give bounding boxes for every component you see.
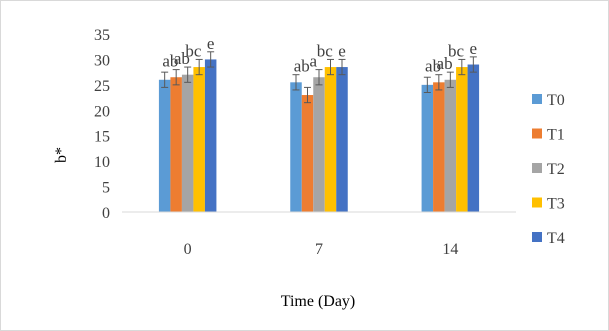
bar-t2-day-7	[313, 77, 325, 212]
legend: T0 T1 T2 T3 T4	[532, 92, 565, 247]
significance-label: bc	[448, 41, 465, 60]
error-bar-t1-day-7	[304, 86, 311, 104]
x-axis-ticks: 0 7 14	[184, 241, 459, 258]
legend-item-t0: T0	[532, 92, 565, 109]
y-tick-label: 35	[94, 27, 110, 44]
error-bar-t4-day-14	[469, 56, 477, 73]
y-tick-label: 15	[94, 129, 110, 146]
x-tick-label: 7	[315, 241, 323, 258]
legend-item-t3: T3	[532, 196, 565, 213]
legend-item-t1: T1	[532, 127, 565, 144]
legend-label: T1	[547, 127, 565, 144]
x-tick-label: 0	[184, 241, 192, 258]
y-axis-ticks: 0 5 10 15 20 25 30 35	[94, 27, 110, 222]
significance-label: a	[309, 52, 317, 71]
bar-t4-day-0	[204, 59, 217, 212]
significance-label: ab	[294, 57, 310, 76]
significance-label: bc	[317, 41, 334, 60]
legend-swatch	[532, 163, 542, 173]
significance-label: ab	[174, 49, 190, 68]
significance-label: e	[470, 39, 478, 58]
significance-label: bc	[185, 41, 202, 60]
x-axis-title: Time (Day)	[281, 293, 356, 310]
bar-t1-day-14	[433, 82, 445, 212]
error-bar-t3-day-7	[327, 58, 334, 76]
bar-t3-day-14	[456, 67, 468, 212]
legend-label: T3	[547, 196, 565, 213]
y-tick-label: 25	[94, 78, 110, 95]
bar-t3-day-0	[193, 67, 205, 212]
error-bar-t3-day-14	[458, 58, 466, 76]
legend-swatch	[532, 128, 542, 139]
legend-label: T4	[547, 230, 565, 247]
x-tick-label: 14	[442, 241, 458, 258]
error-bar-t4-day-7	[338, 58, 346, 76]
error-bar-t0-day-0	[161, 71, 169, 88]
error-bar-t3-day-0	[195, 58, 203, 76]
error-bar-t1-day-14	[435, 74, 443, 91]
bar-t4-day-14	[467, 64, 480, 212]
significance-label: e	[338, 41, 346, 60]
error-bar-t2-day-14	[446, 71, 454, 88]
bar-t0-day-7	[290, 82, 302, 212]
legend-swatch	[532, 94, 542, 104]
legend-swatch	[532, 197, 542, 208]
significance-label: ab	[162, 52, 178, 71]
bar-t0-day-0	[158, 79, 171, 213]
y-tick-label: 0	[102, 205, 110, 222]
bar-t4-day-7	[336, 67, 348, 212]
bar-t2-day-14	[444, 79, 457, 213]
significance-label: ab	[425, 57, 441, 76]
bars-group	[158, 59, 480, 213]
legend-item-t2: T2	[532, 161, 565, 178]
significance-label: ab	[437, 54, 453, 73]
error-bar-t1-day-0	[172, 69, 180, 86]
error-bar-t0-day-7	[292, 74, 300, 91]
bar-t0-day-14	[421, 84, 434, 212]
error-bar-t0-day-14	[423, 76, 431, 93]
y-tick-label: 30	[94, 52, 110, 69]
legend-label: T2	[547, 161, 565, 178]
legend-item-t4: T4	[532, 230, 565, 247]
error-bar-t2-day-0	[184, 66, 192, 83]
y-tick-label: 20	[94, 103, 110, 120]
bar-t1-day-0	[170, 77, 182, 212]
error-bars-group	[161, 51, 477, 104]
y-tick-label: 10	[94, 154, 110, 171]
error-bar-t2-day-7	[315, 69, 323, 86]
bar-t1-day-7	[301, 95, 314, 212]
bar-t3-day-7	[324, 67, 337, 212]
y-tick-label: 5	[102, 180, 110, 197]
legend-label: T0	[547, 92, 565, 109]
legend-swatch	[532, 232, 542, 242]
bar-t2-day-0	[181, 74, 194, 212]
significance-label: e	[207, 34, 215, 53]
y-axis-title: b*	[53, 147, 70, 163]
error-bar-t4-day-0	[207, 51, 215, 68]
